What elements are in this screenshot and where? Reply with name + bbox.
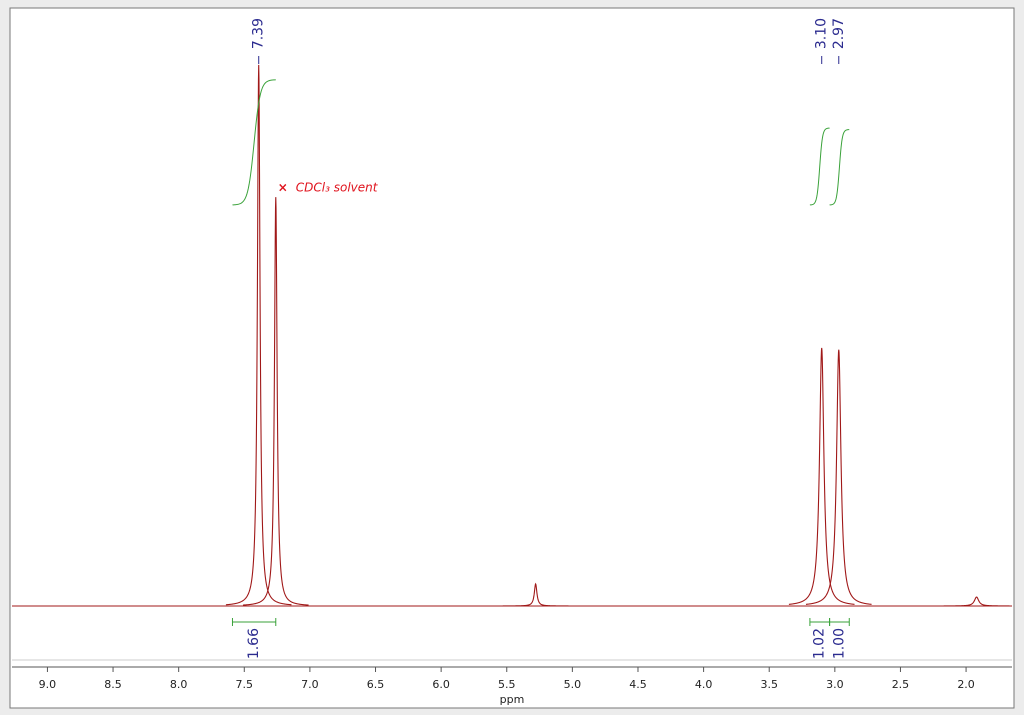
x-tick-label: 2.5 [892, 678, 910, 691]
plot-frame [9, 7, 1015, 709]
peak [242, 197, 309, 606]
x-tick-label: 3.5 [760, 678, 778, 691]
annotation-marker: × [278, 181, 288, 195]
annotation: CDCl₃ solvent [296, 181, 379, 195]
integral-curve [829, 129, 850, 206]
x-axis-title: ppm [500, 693, 525, 706]
integral-curve [809, 127, 830, 206]
x-tick-label: 8.5 [104, 678, 122, 691]
x-tick-label: 3.0 [826, 678, 844, 691]
peak [502, 582, 569, 607]
x-tick-label: 9.0 [39, 678, 57, 691]
x-tick-label: 7.5 [236, 678, 254, 691]
peak [805, 349, 872, 605]
x-tick-label: 7.0 [301, 678, 319, 691]
x-tick-label: 5.5 [498, 678, 516, 691]
peak-label: 7.39 [251, 18, 267, 49]
x-tick-label: 8.0 [170, 678, 188, 691]
integral-label: 1.66 [246, 628, 262, 659]
integral-label: 1.00 [831, 628, 847, 659]
x-tick-label: 6.5 [367, 678, 385, 691]
peak-label: 3.10 [814, 18, 830, 49]
integral-curve [232, 79, 276, 206]
peak [788, 347, 855, 605]
x-tick-label: 5.0 [564, 678, 582, 691]
x-tick-label: 4.5 [629, 678, 647, 691]
integral-label: 1.02 [812, 628, 828, 659]
peak [225, 64, 292, 606]
x-tick-label: 2.0 [957, 678, 975, 691]
x-tick-label: 6.0 [432, 678, 450, 691]
x-tick-label: 4.0 [695, 678, 713, 691]
peak [943, 596, 1010, 607]
peak-label: 2.97 [831, 18, 847, 49]
